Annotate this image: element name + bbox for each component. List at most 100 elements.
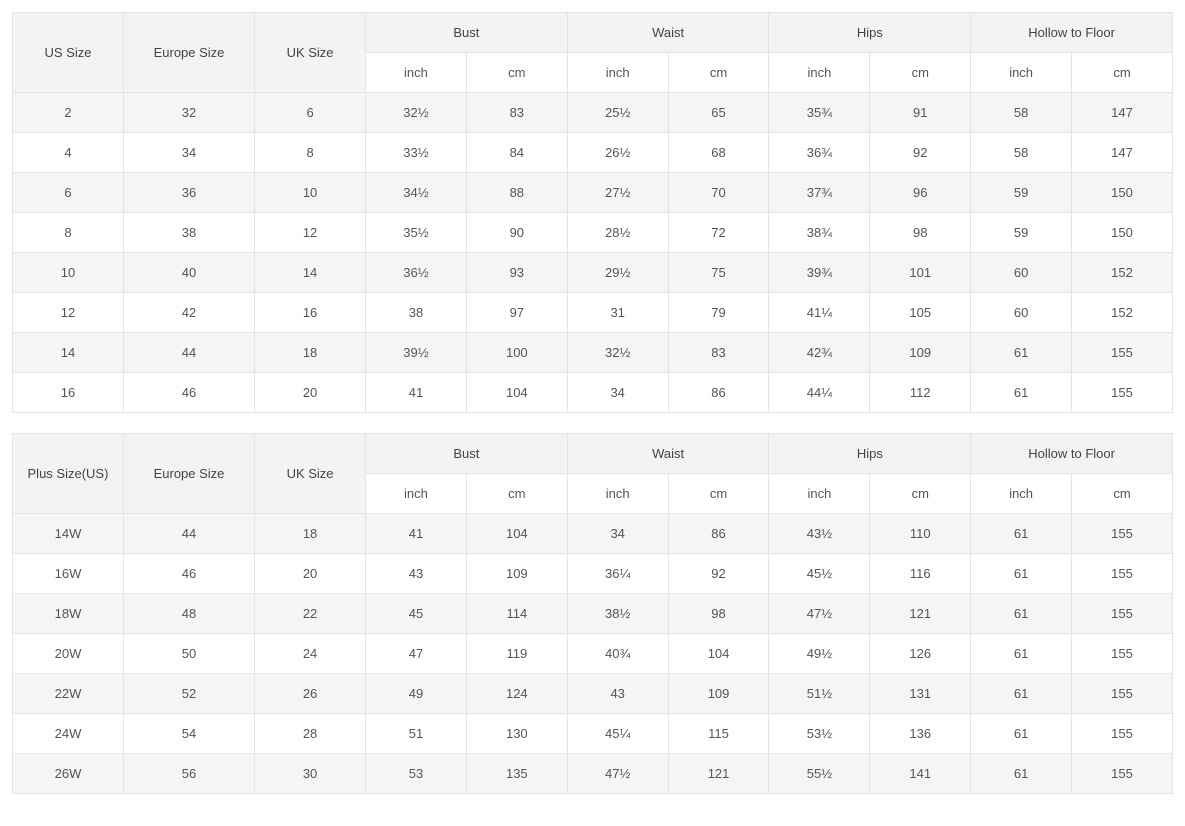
cell-size: 12 bbox=[13, 293, 124, 333]
cell-bust-inch: 53 bbox=[366, 754, 467, 794]
cell-size: 4 bbox=[13, 133, 124, 173]
cell-uk: 18 bbox=[255, 514, 366, 554]
cell-size: 14 bbox=[13, 333, 124, 373]
cell-bust-cm: 83 bbox=[466, 93, 567, 133]
cell-size: 20W bbox=[13, 634, 124, 674]
cell-hips-inch: 45½ bbox=[769, 554, 870, 594]
cell-hips-cm: 92 bbox=[870, 133, 971, 173]
cell-bust-inch: 45 bbox=[366, 594, 467, 634]
cell-europe: 44 bbox=[123, 333, 254, 373]
cell-europe: 44 bbox=[123, 514, 254, 554]
cell-htf-inch: 59 bbox=[971, 213, 1072, 253]
cell-htf-inch: 60 bbox=[971, 293, 1072, 333]
cell-waist-inch: 40¾ bbox=[567, 634, 668, 674]
cell-htf-cm: 150 bbox=[1072, 213, 1173, 253]
unit-cm: cm bbox=[1072, 53, 1173, 93]
cell-waist-cm: 83 bbox=[668, 333, 769, 373]
cell-bust-cm: 84 bbox=[466, 133, 567, 173]
cell-bust-inch: 51 bbox=[366, 714, 467, 754]
cell-hips-inch: 51½ bbox=[769, 674, 870, 714]
cell-uk: 28 bbox=[255, 714, 366, 754]
cell-bust-cm: 109 bbox=[466, 554, 567, 594]
cell-htf-inch: 59 bbox=[971, 173, 1072, 213]
table-row: 24W54285113045¼11553½13661155 bbox=[13, 714, 1173, 754]
cell-hips-inch: 53½ bbox=[769, 714, 870, 754]
cell-bust-cm: 100 bbox=[466, 333, 567, 373]
cell-bust-inch: 33½ bbox=[366, 133, 467, 173]
cell-htf-inch: 61 bbox=[971, 754, 1072, 794]
cell-hips-inch: 39¾ bbox=[769, 253, 870, 293]
cell-htf-inch: 60 bbox=[971, 253, 1072, 293]
cell-uk: 16 bbox=[255, 293, 366, 333]
col-waist: Waist bbox=[567, 434, 769, 474]
cell-bust-cm: 90 bbox=[466, 213, 567, 253]
cell-size: 16 bbox=[13, 373, 124, 413]
cell-uk: 8 bbox=[255, 133, 366, 173]
unit-inch: inch bbox=[567, 53, 668, 93]
cell-waist-inch: 43 bbox=[567, 674, 668, 714]
cell-waist-cm: 121 bbox=[668, 754, 769, 794]
cell-bust-cm: 114 bbox=[466, 594, 567, 634]
cell-waist-cm: 86 bbox=[668, 514, 769, 554]
table-row: 434833½8426½6836¾9258147 bbox=[13, 133, 1173, 173]
cell-htf-inch: 61 bbox=[971, 594, 1072, 634]
cell-waist-inch: 47½ bbox=[567, 754, 668, 794]
cell-bust-cm: 124 bbox=[466, 674, 567, 714]
cell-htf-cm: 150 bbox=[1072, 173, 1173, 213]
cell-htf-cm: 155 bbox=[1072, 754, 1173, 794]
cell-bust-inch: 32½ bbox=[366, 93, 467, 133]
cell-uk: 6 bbox=[255, 93, 366, 133]
table-row: 18W48224511438½9847½12161155 bbox=[13, 594, 1173, 634]
cell-bust-inch: 35½ bbox=[366, 213, 467, 253]
cell-htf-inch: 61 bbox=[971, 514, 1072, 554]
cell-hips-cm: 109 bbox=[870, 333, 971, 373]
header-row-main: Plus Size(US) Europe Size UK Size Bust W… bbox=[13, 434, 1173, 474]
cell-europe: 38 bbox=[123, 213, 254, 253]
cell-htf-inch: 61 bbox=[971, 333, 1072, 373]
cell-bust-cm: 97 bbox=[466, 293, 567, 333]
cell-htf-cm: 155 bbox=[1072, 714, 1173, 754]
cell-size: 24W bbox=[13, 714, 124, 754]
cell-bust-inch: 39½ bbox=[366, 333, 467, 373]
cell-htf-cm: 152 bbox=[1072, 253, 1173, 293]
cell-bust-cm: 130 bbox=[466, 714, 567, 754]
cell-hips-cm: 98 bbox=[870, 213, 971, 253]
table-row: 232632½8325½6535¾9158147 bbox=[13, 93, 1173, 133]
cell-uk: 18 bbox=[255, 333, 366, 373]
col-bust: Bust bbox=[366, 434, 568, 474]
cell-bust-inch: 34½ bbox=[366, 173, 467, 213]
cell-europe: 32 bbox=[123, 93, 254, 133]
cell-hips-inch: 37¾ bbox=[769, 173, 870, 213]
cell-hips-inch: 44¼ bbox=[769, 373, 870, 413]
cell-hips-cm: 101 bbox=[870, 253, 971, 293]
cell-bust-cm: 93 bbox=[466, 253, 567, 293]
cell-bust-inch: 47 bbox=[366, 634, 467, 674]
cell-htf-cm: 147 bbox=[1072, 133, 1173, 173]
cell-size: 18W bbox=[13, 594, 124, 634]
col-europe-size: Europe Size bbox=[123, 434, 254, 514]
cell-europe: 56 bbox=[123, 754, 254, 794]
unit-inch: inch bbox=[971, 474, 1072, 514]
cell-bust-inch: 41 bbox=[366, 373, 467, 413]
cell-htf-cm: 155 bbox=[1072, 333, 1173, 373]
cell-size: 2 bbox=[13, 93, 124, 133]
table-row: 6361034½8827½7037¾9659150 bbox=[13, 173, 1173, 213]
table-row: 1242163897317941¼10560152 bbox=[13, 293, 1173, 333]
cell-htf-cm: 152 bbox=[1072, 293, 1173, 333]
cell-hips-cm: 141 bbox=[870, 754, 971, 794]
cell-waist-cm: 70 bbox=[668, 173, 769, 213]
col-uk-size: UK Size bbox=[255, 434, 366, 514]
cell-htf-cm: 155 bbox=[1072, 554, 1173, 594]
cell-waist-cm: 79 bbox=[668, 293, 769, 333]
cell-uk: 14 bbox=[255, 253, 366, 293]
cell-waist-inch: 45¼ bbox=[567, 714, 668, 754]
cell-europe: 50 bbox=[123, 634, 254, 674]
cell-htf-inch: 61 bbox=[971, 373, 1072, 413]
unit-inch: inch bbox=[769, 53, 870, 93]
cell-hips-inch: 35¾ bbox=[769, 93, 870, 133]
cell-htf-inch: 61 bbox=[971, 714, 1072, 754]
cell-waist-inch: 34 bbox=[567, 514, 668, 554]
table-row: 14W441841104348643½11061155 bbox=[13, 514, 1173, 554]
cell-hips-cm: 91 bbox=[870, 93, 971, 133]
cell-waist-cm: 92 bbox=[668, 554, 769, 594]
